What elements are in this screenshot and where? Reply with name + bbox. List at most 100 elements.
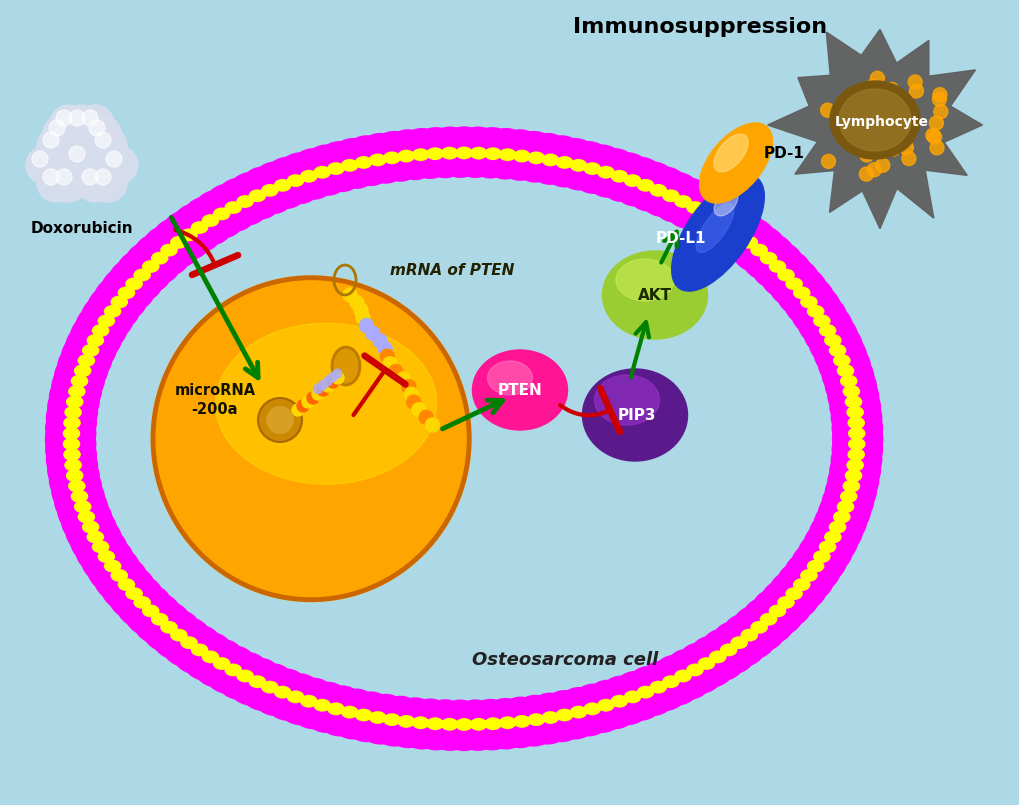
Ellipse shape xyxy=(700,629,730,658)
Ellipse shape xyxy=(170,641,204,674)
Ellipse shape xyxy=(697,208,714,221)
Ellipse shape xyxy=(674,670,691,683)
Ellipse shape xyxy=(474,723,512,750)
Ellipse shape xyxy=(839,490,857,503)
Ellipse shape xyxy=(759,613,776,625)
Ellipse shape xyxy=(430,126,469,154)
Ellipse shape xyxy=(627,185,658,212)
Ellipse shape xyxy=(587,679,620,705)
Ellipse shape xyxy=(261,184,278,196)
Ellipse shape xyxy=(602,251,707,339)
Ellipse shape xyxy=(842,480,859,493)
Ellipse shape xyxy=(855,419,882,458)
Ellipse shape xyxy=(627,666,658,692)
Ellipse shape xyxy=(300,170,317,183)
Ellipse shape xyxy=(444,724,483,751)
Ellipse shape xyxy=(730,636,747,649)
Ellipse shape xyxy=(839,89,910,151)
Ellipse shape xyxy=(501,157,535,181)
Circle shape xyxy=(37,164,75,202)
Circle shape xyxy=(859,148,873,162)
Ellipse shape xyxy=(818,324,836,337)
Ellipse shape xyxy=(252,162,287,192)
Ellipse shape xyxy=(84,489,108,523)
Ellipse shape xyxy=(310,409,331,431)
Ellipse shape xyxy=(636,686,654,699)
Circle shape xyxy=(302,396,314,408)
Ellipse shape xyxy=(759,266,787,296)
Ellipse shape xyxy=(820,485,845,518)
Ellipse shape xyxy=(387,720,425,748)
Ellipse shape xyxy=(459,126,497,154)
Ellipse shape xyxy=(98,550,115,563)
Ellipse shape xyxy=(74,448,98,482)
Ellipse shape xyxy=(75,459,100,492)
Ellipse shape xyxy=(740,236,757,249)
Circle shape xyxy=(382,357,396,371)
Ellipse shape xyxy=(804,278,835,314)
Ellipse shape xyxy=(82,521,99,534)
Ellipse shape xyxy=(151,625,183,659)
Ellipse shape xyxy=(517,131,554,159)
Ellipse shape xyxy=(290,700,327,729)
Circle shape xyxy=(864,80,878,93)
Ellipse shape xyxy=(151,252,168,265)
Ellipse shape xyxy=(288,673,320,700)
Ellipse shape xyxy=(853,388,880,426)
Ellipse shape xyxy=(689,662,723,694)
Ellipse shape xyxy=(416,127,453,155)
Ellipse shape xyxy=(849,366,876,405)
Ellipse shape xyxy=(712,196,746,229)
Ellipse shape xyxy=(855,430,882,469)
Ellipse shape xyxy=(558,687,592,712)
Ellipse shape xyxy=(672,175,763,291)
Ellipse shape xyxy=(636,179,654,192)
Ellipse shape xyxy=(249,675,266,688)
Circle shape xyxy=(378,341,391,356)
Ellipse shape xyxy=(74,306,104,343)
Text: mRNA of PTEN: mRNA of PTEN xyxy=(389,262,514,278)
Ellipse shape xyxy=(45,419,72,458)
Ellipse shape xyxy=(302,678,334,704)
Circle shape xyxy=(425,418,439,432)
Ellipse shape xyxy=(373,131,411,159)
Circle shape xyxy=(43,169,59,185)
Ellipse shape xyxy=(817,349,842,382)
Circle shape xyxy=(25,146,64,184)
Circle shape xyxy=(868,108,882,122)
Ellipse shape xyxy=(808,515,833,548)
Ellipse shape xyxy=(236,195,254,208)
Circle shape xyxy=(313,385,322,394)
Circle shape xyxy=(63,105,101,143)
Ellipse shape xyxy=(853,452,880,489)
Ellipse shape xyxy=(573,683,605,708)
Ellipse shape xyxy=(249,189,266,202)
Ellipse shape xyxy=(661,189,679,202)
Ellipse shape xyxy=(817,495,842,528)
Ellipse shape xyxy=(470,147,487,159)
Ellipse shape xyxy=(77,510,95,523)
Ellipse shape xyxy=(340,706,358,719)
Ellipse shape xyxy=(121,287,148,319)
Circle shape xyxy=(49,120,65,136)
Circle shape xyxy=(933,105,947,118)
Ellipse shape xyxy=(264,691,301,720)
Ellipse shape xyxy=(649,681,666,693)
Text: Immunosuppression: Immunosuppression xyxy=(573,17,826,37)
Circle shape xyxy=(89,164,127,202)
Ellipse shape xyxy=(487,155,521,180)
Ellipse shape xyxy=(583,163,600,175)
Ellipse shape xyxy=(855,409,882,448)
Ellipse shape xyxy=(627,157,663,187)
Ellipse shape xyxy=(290,148,327,177)
Ellipse shape xyxy=(414,699,447,722)
Ellipse shape xyxy=(544,690,578,715)
Ellipse shape xyxy=(847,416,864,429)
Ellipse shape xyxy=(763,234,795,268)
Ellipse shape xyxy=(313,166,331,179)
Ellipse shape xyxy=(107,259,139,295)
Ellipse shape xyxy=(371,159,405,184)
Ellipse shape xyxy=(454,147,473,159)
Ellipse shape xyxy=(273,179,291,192)
Ellipse shape xyxy=(195,312,432,555)
